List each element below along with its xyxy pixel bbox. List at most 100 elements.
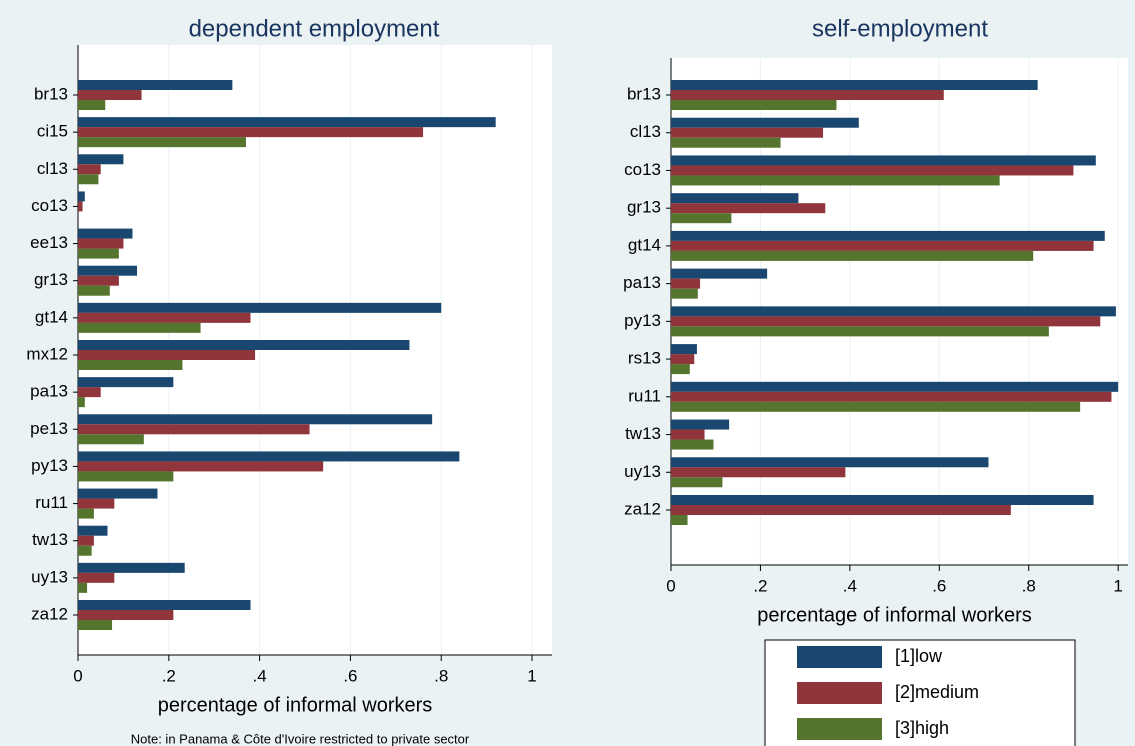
bar <box>671 288 698 299</box>
bar <box>78 90 142 100</box>
bar <box>78 154 124 165</box>
y-tick-label: pa13 <box>30 382 68 401</box>
x-tick-label: .8 <box>434 666 448 685</box>
y-tick-label: tw13 <box>625 424 661 443</box>
bar <box>78 424 310 435</box>
bar <box>671 193 799 204</box>
bar <box>78 451 460 462</box>
bar <box>78 238 124 249</box>
bar <box>78 508 94 519</box>
bar <box>671 213 732 224</box>
bar <box>671 155 1096 166</box>
y-tick-label: mx12 <box>26 344 68 363</box>
y-tick-label: za12 <box>31 604 68 623</box>
bar <box>671 100 837 110</box>
y-tick-label: uy13 <box>31 567 68 586</box>
y-tick-label: pa13 <box>623 273 661 292</box>
bar <box>671 477 723 488</box>
x-tick-label: 1 <box>1113 576 1122 595</box>
x-tick-label: 1 <box>527 666 536 685</box>
y-tick-label: cl13 <box>630 122 661 141</box>
bar <box>671 401 1081 412</box>
x-tick-label: 0 <box>666 576 675 595</box>
legend-swatch <box>797 682 882 704</box>
bar <box>671 268 768 279</box>
bar <box>78 127 424 138</box>
bar <box>671 515 688 525</box>
bar <box>78 397 85 408</box>
y-tick-label: br13 <box>627 84 661 103</box>
bar <box>671 203 826 214</box>
bar <box>671 165 1074 176</box>
bar <box>78 201 83 212</box>
legend-label: [3]high <box>895 718 949 738</box>
x-axis-title: percentage of informal workers <box>158 694 433 716</box>
bar <box>671 391 1112 402</box>
bar <box>671 439 714 450</box>
bar <box>78 434 144 445</box>
chart-title: dependent employment <box>189 15 440 42</box>
bar <box>671 344 697 355</box>
bar <box>671 90 944 100</box>
bar <box>671 326 1049 337</box>
bar <box>78 488 158 499</box>
bar <box>78 322 201 333</box>
x-axis-title: percentage of informal workers <box>757 604 1032 626</box>
bar <box>671 240 1094 251</box>
x-tick-label: .4 <box>843 576 857 595</box>
x-tick-label: .6 <box>932 576 946 595</box>
x-tick-label: .6 <box>343 666 357 685</box>
bar <box>78 535 94 546</box>
bar <box>671 505 1011 515</box>
y-tick-label: gr13 <box>627 198 661 217</box>
bar <box>78 461 324 472</box>
bar <box>78 248 119 259</box>
x-tick-label: 0 <box>73 666 82 685</box>
bar <box>671 230 1105 241</box>
bar <box>671 137 781 148</box>
chart-title: self-employment <box>812 15 988 42</box>
bar <box>671 175 1000 186</box>
legend-label: [1]low <box>895 646 943 666</box>
bar <box>671 381 1119 392</box>
bar <box>671 278 701 289</box>
bar <box>78 285 110 296</box>
x-tick-label: .2 <box>162 666 176 685</box>
bar <box>78 80 233 90</box>
bar <box>78 471 174 482</box>
y-tick-label: uy13 <box>624 462 661 481</box>
y-tick-label: co13 <box>31 196 68 215</box>
y-tick-label: gt14 <box>35 307 68 326</box>
y-tick-label: rs13 <box>628 349 661 368</box>
y-tick-label: py13 <box>31 456 68 475</box>
bar <box>78 562 185 573</box>
bar <box>78 265 138 276</box>
bar <box>78 164 101 175</box>
x-tick-label: .8 <box>1022 576 1036 595</box>
bar <box>78 387 101 398</box>
bar <box>78 275 119 286</box>
y-tick-label: cl13 <box>37 159 68 178</box>
y-tick-label: py13 <box>624 311 661 330</box>
bar <box>78 228 133 239</box>
y-tick-label: ru11 <box>628 386 661 405</box>
bar <box>78 545 92 556</box>
bar <box>78 610 174 620</box>
bar <box>78 620 113 630</box>
bar <box>78 572 115 583</box>
bar <box>78 302 442 313</box>
bar <box>671 457 989 468</box>
bar <box>78 174 99 185</box>
x-tick-label: .4 <box>253 666 267 685</box>
y-tick-label: br13 <box>34 84 68 103</box>
bar <box>78 360 183 370</box>
bar <box>671 80 1038 90</box>
bar <box>78 340 410 350</box>
y-tick-label: tw13 <box>32 530 68 549</box>
bar <box>78 117 496 128</box>
bar <box>78 600 251 610</box>
bar <box>671 316 1101 327</box>
bar <box>671 117 859 128</box>
bar <box>78 312 251 323</box>
